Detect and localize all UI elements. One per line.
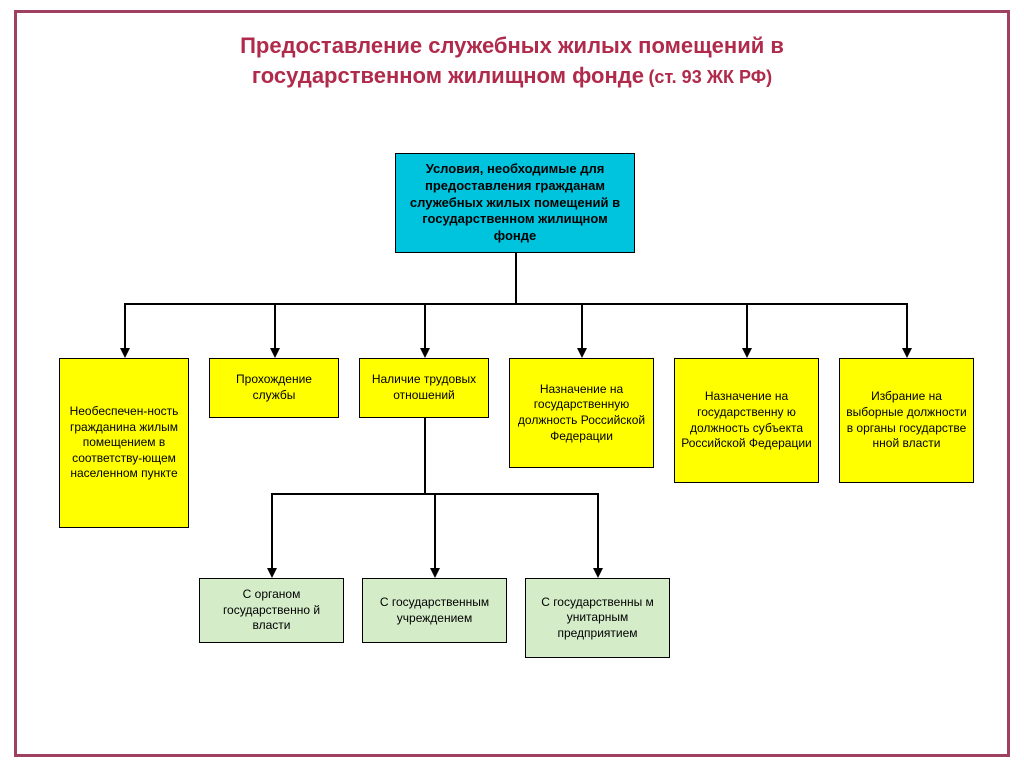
connector	[124, 303, 126, 348]
node-text: Прохождение службы	[214, 372, 334, 403]
node-text: Необеспечен-ность гражданина жилым помещ…	[64, 404, 184, 482]
arrow-icon	[577, 348, 587, 358]
leaf-node: С государственным учреждением	[362, 578, 507, 643]
connector	[906, 303, 908, 348]
title-line-1: Предоставление служебных жилых помещений…	[17, 31, 1007, 61]
title-line-2: государственном жилищном фонде (ст. 93 Ж…	[17, 61, 1007, 91]
child-node: Необеспечен-ность гражданина жилым помещ…	[59, 358, 189, 528]
connector	[424, 418, 426, 493]
root-node-text: Условия, необходимые для предоставления …	[400, 161, 630, 245]
arrow-icon	[742, 348, 752, 358]
child-node: Назначение на государственную должность …	[509, 358, 654, 468]
arrow-icon	[430, 568, 440, 578]
arrow-icon	[270, 348, 280, 358]
connector-bus	[124, 303, 907, 305]
connector	[424, 303, 426, 348]
node-text: С государственным учреждением	[367, 595, 502, 626]
root-node: Условия, необходимые для предоставления …	[395, 153, 635, 253]
node-text: С органом государственно й власти	[204, 587, 339, 634]
node-text: Назначение на государственну ю должность…	[679, 389, 814, 451]
arrow-icon	[902, 348, 912, 358]
child-node: Избрание на выборные должности в органы …	[839, 358, 974, 483]
node-text: Избрание на выборные должности в органы …	[844, 389, 969, 451]
leaf-node: С государственны м унитарным предприятие…	[525, 578, 670, 658]
leaf-node: С органом государственно й власти	[199, 578, 344, 643]
node-text: С государственны м унитарным предприятие…	[530, 595, 665, 642]
arrow-icon	[120, 348, 130, 358]
child-node: Назначение на государственну ю должность…	[674, 358, 819, 483]
connector	[434, 493, 436, 568]
connector	[581, 303, 583, 348]
arrow-icon	[420, 348, 430, 358]
arrow-icon	[267, 568, 277, 578]
slide-frame: Предоставление служебных жилых помещений…	[14, 10, 1010, 757]
arrow-icon	[593, 568, 603, 578]
connector	[515, 253, 517, 303]
connector	[271, 493, 273, 568]
connector	[274, 303, 276, 348]
child-node: Наличие трудовых отношений	[359, 358, 489, 418]
node-text: Наличие трудовых отношений	[364, 372, 484, 403]
slide-title: Предоставление служебных жилых помещений…	[17, 13, 1007, 90]
node-text: Назначение на государственную должность …	[514, 382, 649, 444]
connector	[597, 493, 599, 568]
child-node: Прохождение службы	[209, 358, 339, 418]
connector	[746, 303, 748, 348]
